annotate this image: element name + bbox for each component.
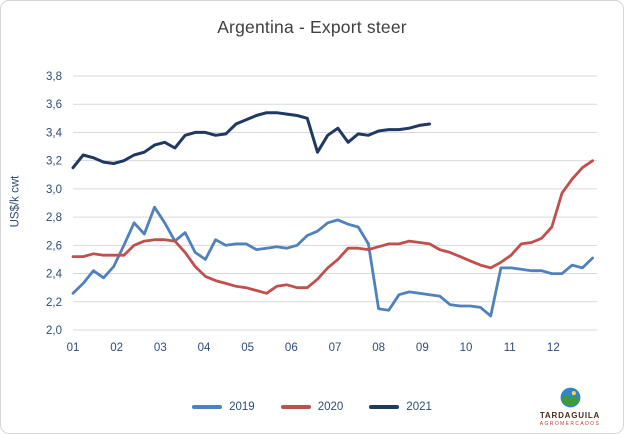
legend-swatch <box>369 405 400 409</box>
legend-swatch <box>280 405 311 409</box>
legend: 2019 2020 2021 <box>1 401 623 413</box>
y-tick-label: 3,8 <box>46 71 62 83</box>
x-tick-label: 12 <box>547 342 560 354</box>
y-tick-label: 3,4 <box>46 127 63 139</box>
legend-item-2019: 2019 <box>192 401 255 413</box>
x-tick-label: 04 <box>198 342 211 354</box>
legend-item-2020: 2020 <box>280 401 344 413</box>
legend-swatch <box>192 405 223 409</box>
y-tick-label: 2,4 <box>46 269 63 281</box>
legend-item-2021: 2021 <box>369 401 432 413</box>
x-tick-label: 03 <box>154 342 167 354</box>
brand-name: TARDAGUILA <box>539 411 601 420</box>
y-tick-label: 3,2 <box>46 156 62 168</box>
series-line-2021 <box>71 111 432 170</box>
y-tick-label: 2,2 <box>46 297 62 309</box>
globe-mountain-sun-icon <box>560 387 580 408</box>
x-tick-label: 02 <box>110 342 123 354</box>
legend-label: 2019 <box>229 401 255 413</box>
x-tick-label: 10 <box>460 342 473 354</box>
series-line-2020 <box>71 159 594 295</box>
y-tick-label: 2,8 <box>46 212 62 224</box>
x-tick-label: 11 <box>504 342 516 354</box>
y-tick-label: 3,6 <box>46 99 62 111</box>
x-tick-label: 05 <box>241 342 254 354</box>
legend-label: 2020 <box>317 401 344 413</box>
y-tick-label: 2,6 <box>46 240 62 252</box>
x-tick-label: 07 <box>329 342 342 354</box>
series-line-2019 <box>71 205 594 318</box>
x-tick-label: 08 <box>372 342 385 354</box>
chart-title: Argentina - Export steer <box>217 17 407 37</box>
x-tick-label: 09 <box>416 342 429 354</box>
brand-logo: TARDAGUILA AGROMERCADOS <box>531 386 609 427</box>
legend-label: 2021 <box>406 401 432 413</box>
y-tick-label: 2,0 <box>46 325 62 337</box>
brand-subtext: AGROMERCADOS <box>539 421 601 427</box>
x-tick-label: 01 <box>67 342 80 354</box>
x-tick-label: 06 <box>285 342 298 354</box>
y-tick-label: 3,0 <box>46 184 62 196</box>
